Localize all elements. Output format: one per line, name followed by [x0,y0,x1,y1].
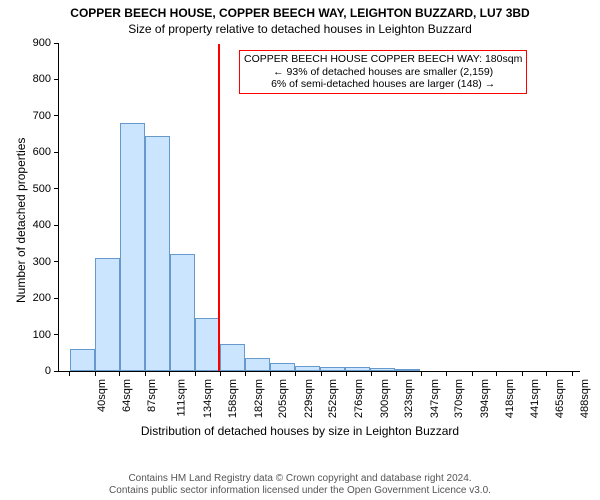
x-tick-mark [321,371,322,376]
histogram-bar [170,254,195,371]
x-tick-mark [69,371,70,376]
x-tick-label: 465sqm [555,377,567,418]
y-tick-label: 100 [33,329,59,341]
y-tick-label: 0 [45,365,59,377]
histogram-bar [195,318,220,371]
x-tick-mark [496,371,497,376]
x-tick-label: 158sqm [227,377,239,418]
chart-footer: Contains HM Land Registry data © Crown c… [6,473,594,496]
x-tick-mark [145,371,146,376]
x-tick-mark [572,371,573,376]
x-tick-mark [446,371,447,376]
histogram-bar [245,358,270,371]
x-tick-mark [346,371,347,376]
footer-line-1: Contains HM Land Registry data © Crown c… [6,473,594,485]
histogram-bar [345,367,370,371]
x-tick-label: 323sqm [403,377,415,418]
x-tick-label: 134sqm [202,377,214,418]
x-tick-mark [169,371,170,376]
x-tick-mark [472,371,473,376]
x-tick-label: 276sqm [353,377,365,418]
x-tick-mark [245,371,246,376]
annotation-box: COPPER BEECH HOUSE COPPER BEECH WAY: 180… [239,50,527,94]
y-axis-label: Number of detached properties [14,138,28,303]
y-tick-label: 400 [33,219,59,231]
x-tick-mark [95,371,96,376]
x-tick-label: 40sqm [96,377,108,412]
y-tick-label: 600 [33,146,59,158]
histogram-bar [295,366,320,371]
x-axis-label: Distribution of detached houses by size … [0,424,600,438]
histogram-bar [95,258,120,371]
histogram-bar [145,136,170,371]
y-tick-label: 300 [33,256,59,268]
x-tick-mark [220,371,221,376]
x-tick-mark [371,371,372,376]
y-tick-label: 800 [33,73,59,85]
histogram-bar [70,349,95,371]
histogram-bar [120,123,145,371]
histogram-bar [370,368,395,371]
histogram-bar [320,367,345,371]
y-tick-label: 900 [33,37,59,49]
x-tick-label: 87sqm [146,377,158,412]
x-tick-label: 252sqm [328,377,340,418]
y-tick-label: 500 [33,183,59,195]
chart-title: COPPER BEECH HOUSE, COPPER BEECH WAY, LE… [0,0,600,20]
y-tick-label: 700 [33,110,59,122]
x-tick-label: 205sqm [278,377,290,418]
x-tick-mark [295,371,296,376]
histogram-bar [395,369,420,371]
annotation-line-2: ← 93% of detached houses are smaller (2,… [244,66,522,79]
annotation-line-3: 6% of semi-detached houses are larger (1… [244,78,522,91]
x-tick-mark [546,371,547,376]
x-tick-label: 488sqm [579,377,591,418]
chart-container: COPPER BEECH HOUSE, COPPER BEECH WAY, LE… [0,0,600,500]
x-tick-label: 64sqm [121,377,133,412]
x-tick-mark [195,371,196,376]
plot-area: 010020030040050060070080090040sqm64sqm87… [58,44,580,372]
x-tick-mark [396,371,397,376]
histogram-bar [270,363,295,371]
histogram-bar [220,344,245,371]
x-tick-label: 300sqm [379,377,391,418]
x-tick-label: 229sqm [303,377,315,418]
x-tick-label: 370sqm [453,377,465,418]
x-tick-mark [119,371,120,376]
x-tick-label: 111sqm [176,377,188,417]
x-tick-mark [522,371,523,376]
chart-subtitle: Size of property relative to detached ho… [0,22,600,36]
x-tick-label: 441sqm [529,377,541,418]
x-tick-mark [270,371,271,376]
x-tick-label: 418sqm [504,377,516,418]
x-tick-label: 182sqm [253,377,265,418]
x-tick-mark [421,371,422,376]
y-tick-label: 200 [33,292,59,304]
annotation-line-1: COPPER BEECH HOUSE COPPER BEECH WAY: 180… [244,53,522,66]
footer-line-2: Contains public sector information licen… [6,485,594,497]
x-tick-label: 347sqm [429,377,441,418]
x-tick-label: 394sqm [479,377,491,418]
reference-line [218,44,220,371]
